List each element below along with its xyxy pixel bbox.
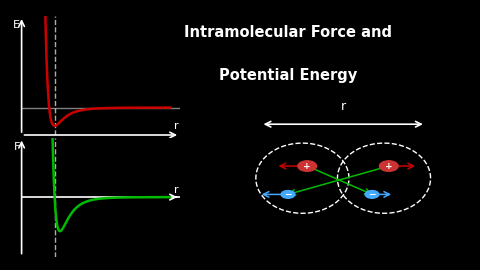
Text: E: E	[13, 20, 20, 30]
Text: F: F	[13, 143, 20, 153]
Text: −: −	[368, 190, 376, 199]
Text: Intramolecular Force and: Intramolecular Force and	[184, 25, 392, 40]
Text: −: −	[284, 190, 292, 199]
Text: r: r	[174, 185, 179, 195]
Text: +: +	[385, 161, 393, 171]
Circle shape	[379, 161, 398, 171]
Text: Potential Energy: Potential Energy	[219, 68, 357, 83]
Text: +: +	[303, 161, 311, 171]
Text: r: r	[341, 100, 346, 113]
Circle shape	[298, 161, 317, 171]
Circle shape	[365, 191, 379, 198]
Circle shape	[281, 191, 295, 198]
Text: r: r	[174, 121, 179, 131]
